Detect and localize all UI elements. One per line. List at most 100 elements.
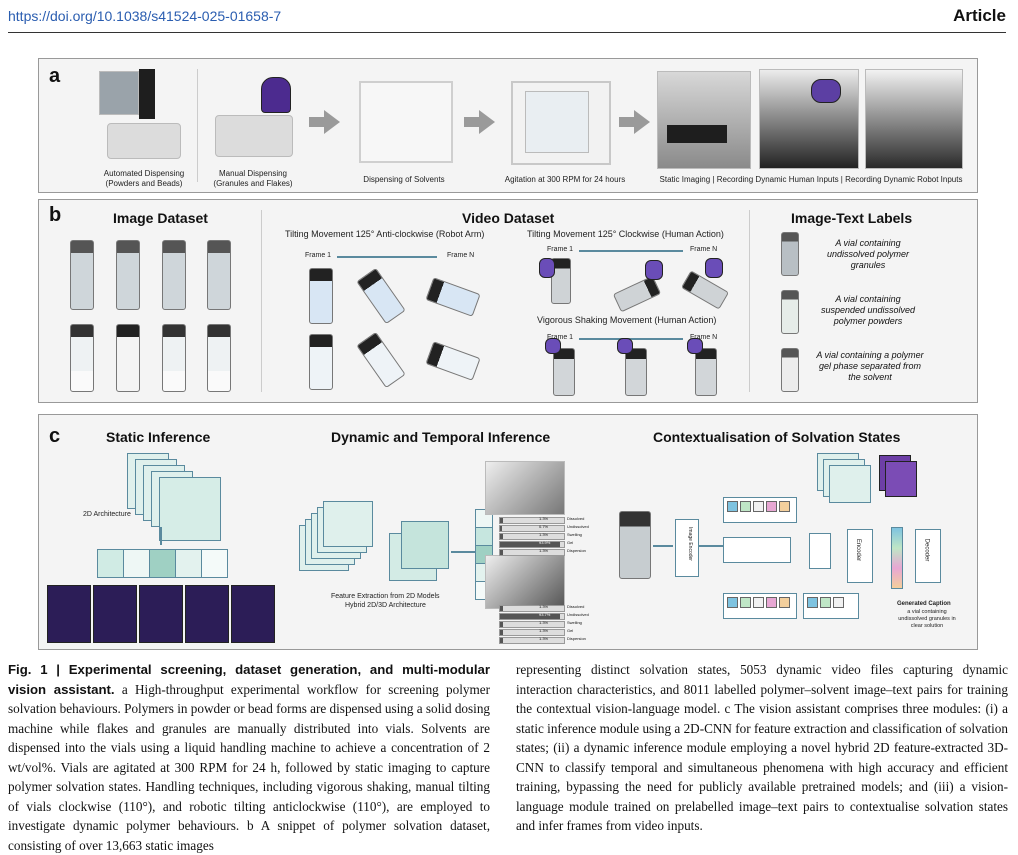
- human-glove-photo: [811, 79, 841, 103]
- token-row: [803, 593, 859, 619]
- token: [833, 597, 844, 608]
- token: [727, 501, 738, 512]
- divider: [197, 69, 198, 182]
- dosing-head-image: [139, 69, 155, 119]
- frame-n-label: Frame N: [690, 246, 718, 253]
- step-caption: Dispensing of Solvents: [349, 175, 459, 185]
- token: [727, 597, 738, 608]
- glove-image: [645, 260, 663, 280]
- class-name: Swelling: [567, 532, 582, 537]
- saliency-map: [47, 585, 91, 643]
- page-header: https://doi.org/10.1038/s41524-025-01658…: [8, 6, 1006, 32]
- token: [779, 501, 790, 512]
- robot-frame-vial: [356, 267, 406, 325]
- inference-vial-photo: [485, 461, 565, 515]
- arrow-icon: [479, 110, 495, 134]
- frame-1-label: Frame 1: [305, 252, 332, 259]
- shaking-frame-vial: [695, 348, 717, 396]
- decoder-box: [915, 529, 941, 583]
- prob-value: 1.3%: [539, 620, 549, 625]
- inference-vial-photo: [485, 555, 565, 609]
- glove-image: [539, 258, 555, 278]
- class-cell: [201, 549, 228, 578]
- right-arrow: [699, 545, 723, 547]
- class-name: Dispersion: [567, 548, 586, 553]
- image-dataset-title: Image Dataset: [113, 210, 208, 226]
- feature-vector: [891, 527, 903, 589]
- incubator-window-image: [525, 91, 589, 153]
- architecture-2d-label: 2D Architecture: [83, 511, 131, 518]
- robot-frame-vial: [309, 268, 333, 324]
- shaking-frame-vial: [625, 348, 647, 396]
- step-title: Manual Dispensing: [218, 169, 288, 178]
- token: [740, 597, 751, 608]
- caption-body-right: representing distinct solvation states, …: [516, 662, 1008, 833]
- divider: [261, 210, 262, 392]
- prob-bar: [499, 549, 565, 556]
- dataset-vial: [207, 324, 231, 392]
- prob-bar: [499, 605, 565, 612]
- step-title: Automated Dispensing: [103, 169, 185, 178]
- label-vial: [781, 232, 799, 276]
- caption-right: representing distinct solvation states, …: [516, 660, 1008, 836]
- header-rule: [8, 32, 1006, 33]
- panel-c: c Static Inference 2D Architecture Dynam…: [38, 414, 978, 650]
- dataset-vial: [116, 240, 140, 310]
- class-cell: [175, 549, 202, 578]
- glove-image: [705, 258, 723, 278]
- step-caption: Manual Dispensing (Granules and Flakes): [203, 169, 303, 189]
- robot-frame-vial: [425, 277, 481, 317]
- decoder-label: Decoder: [923, 538, 930, 562]
- panel-b: b Image Dataset Video Dataset Tilting Mo…: [38, 199, 978, 403]
- arrow-stem: [619, 117, 635, 127]
- encoder-box: [847, 529, 873, 583]
- glove-image: [617, 338, 633, 354]
- prob-bar: [499, 517, 565, 524]
- vial-rack-image: [107, 123, 181, 159]
- dataset-vial: [162, 240, 186, 310]
- prob-value: 1.3%: [539, 604, 549, 609]
- token: [766, 501, 777, 512]
- prob-bar: [499, 621, 565, 628]
- cnn-layer: [159, 477, 221, 541]
- glove-image: [687, 338, 703, 354]
- glove-image: [261, 77, 291, 113]
- dataset-vial: [162, 324, 186, 392]
- class-name: Undissolved: [567, 612, 589, 617]
- prob-value: 0.7%: [539, 524, 549, 529]
- label-vial: [781, 348, 799, 392]
- caption-body-left: a High-throughput experimental workflow …: [8, 681, 491, 853]
- panel-a-label: a: [49, 65, 61, 87]
- prob-value: 1.3%: [539, 628, 549, 633]
- prob-bar: [499, 637, 565, 644]
- input-vial-photo: [619, 511, 651, 579]
- class-name: Swelling: [567, 620, 582, 625]
- robot-frame-vial: [425, 341, 481, 381]
- class-cell: [97, 549, 124, 578]
- frame-arrow: [337, 256, 437, 258]
- class-name: Gel: [567, 540, 574, 545]
- robot-frame-vial: [309, 334, 333, 390]
- video-dataset-title: Video Dataset: [462, 210, 555, 226]
- label-text: A vial containing suspended undissolved …: [820, 294, 916, 326]
- token: [779, 597, 790, 608]
- contextualisation-title: Contextualisation of Solvation States: [653, 429, 901, 445]
- static-inference-title: Static Inference: [106, 429, 211, 445]
- arrow-stem: [464, 117, 480, 127]
- token: [740, 501, 751, 512]
- panel-c-label: c: [49, 425, 61, 447]
- image-encoder-label: Image Encoder: [686, 527, 693, 561]
- prob-bar: [499, 613, 565, 620]
- doi-link[interactable]: https://doi.org/10.1038/s41524-025-01658…: [8, 8, 282, 24]
- encoder-label: Encoder: [855, 538, 862, 562]
- static-imaging-photo: [657, 71, 751, 169]
- step-caption: Agitation at 300 RPM for 24 hours: [495, 175, 635, 185]
- prob-bar: [499, 533, 565, 540]
- step-caption: Automated Dispensing (Powders and Beads): [83, 169, 205, 189]
- saliency-map: [231, 585, 275, 643]
- token: [766, 597, 777, 608]
- step-title: Static Imaging | Recording Dynamic Human…: [659, 175, 963, 184]
- projection-box: [809, 533, 831, 569]
- step-title: Dispensing of Solvents: [363, 175, 445, 184]
- prob-value: 1.3%: [539, 516, 549, 521]
